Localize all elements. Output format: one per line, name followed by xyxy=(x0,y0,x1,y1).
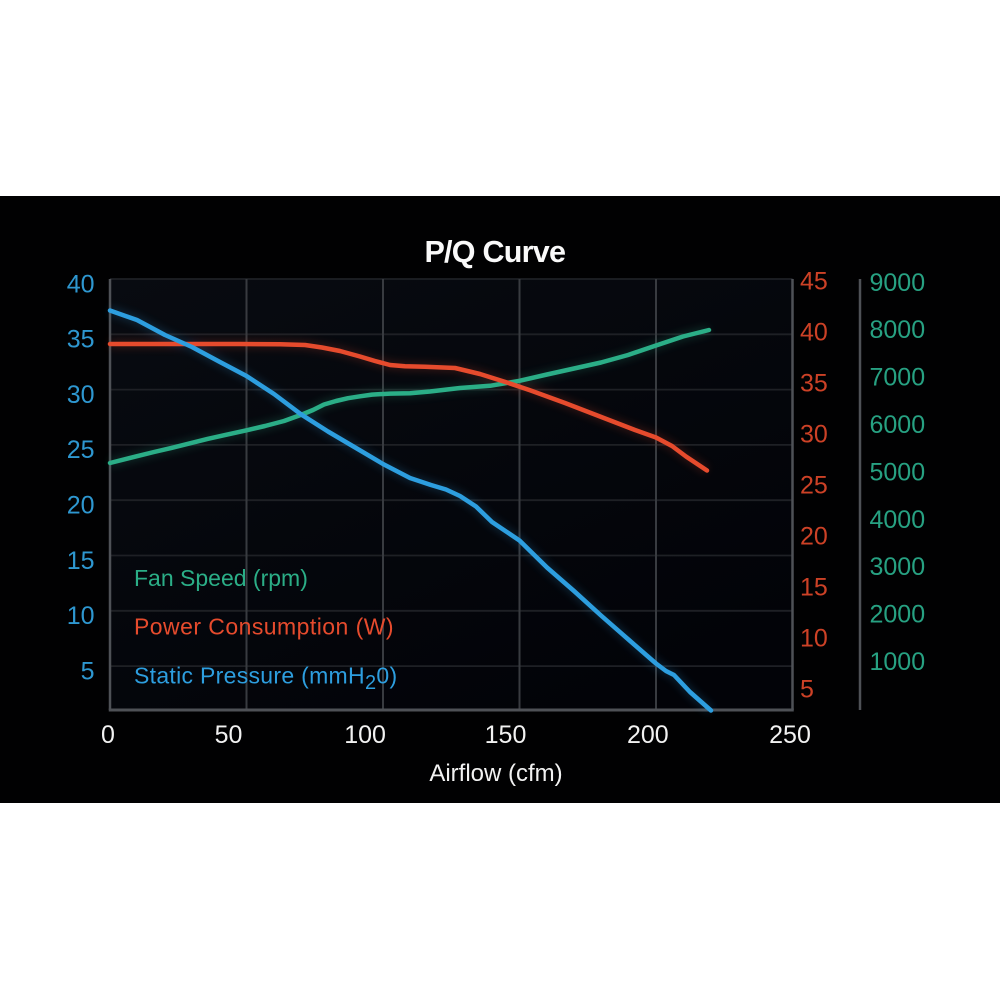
svg-text:10: 10 xyxy=(800,625,828,653)
svg-text:45: 45 xyxy=(800,268,828,296)
svg-text:7000: 7000 xyxy=(870,364,926,392)
svg-text:15: 15 xyxy=(800,574,828,602)
svg-text:6000: 6000 xyxy=(870,411,926,439)
svg-text:40: 40 xyxy=(67,270,95,298)
svg-text:5: 5 xyxy=(800,676,814,704)
svg-text:8000: 8000 xyxy=(870,316,926,344)
svg-text:5000: 5000 xyxy=(870,458,926,486)
svg-text:15: 15 xyxy=(67,547,95,575)
svg-text:5: 5 xyxy=(81,657,95,685)
svg-text:Fan Speed (rpm): Fan Speed (rpm) xyxy=(134,565,308,591)
svg-text:2000: 2000 xyxy=(870,601,926,629)
svg-text:Airflow (cfm): Airflow (cfm) xyxy=(429,760,562,787)
svg-text:3000: 3000 xyxy=(870,553,926,581)
svg-text:4000: 4000 xyxy=(870,506,926,534)
svg-text:P/Q Curve: P/Q Curve xyxy=(424,235,565,269)
svg-text:100: 100 xyxy=(344,721,386,749)
svg-text:40: 40 xyxy=(800,319,828,347)
svg-text:25: 25 xyxy=(67,436,95,464)
svg-text:25: 25 xyxy=(800,472,828,500)
svg-text:20: 20 xyxy=(800,523,828,551)
svg-text:30: 30 xyxy=(67,381,95,409)
svg-text:35: 35 xyxy=(67,326,95,354)
svg-text:35: 35 xyxy=(800,370,828,398)
svg-text:200: 200 xyxy=(627,721,669,749)
svg-text:0: 0 xyxy=(101,721,115,749)
svg-text:10: 10 xyxy=(67,602,95,630)
svg-text:20: 20 xyxy=(67,492,95,520)
svg-text:50: 50 xyxy=(215,721,243,749)
svg-text:150: 150 xyxy=(485,721,527,749)
svg-text:30: 30 xyxy=(800,421,828,449)
svg-text:9000: 9000 xyxy=(870,269,926,297)
svg-text:250: 250 xyxy=(769,721,811,749)
svg-text:1000: 1000 xyxy=(870,648,926,676)
svg-text:Power Consumption (W): Power Consumption (W) xyxy=(134,614,394,640)
